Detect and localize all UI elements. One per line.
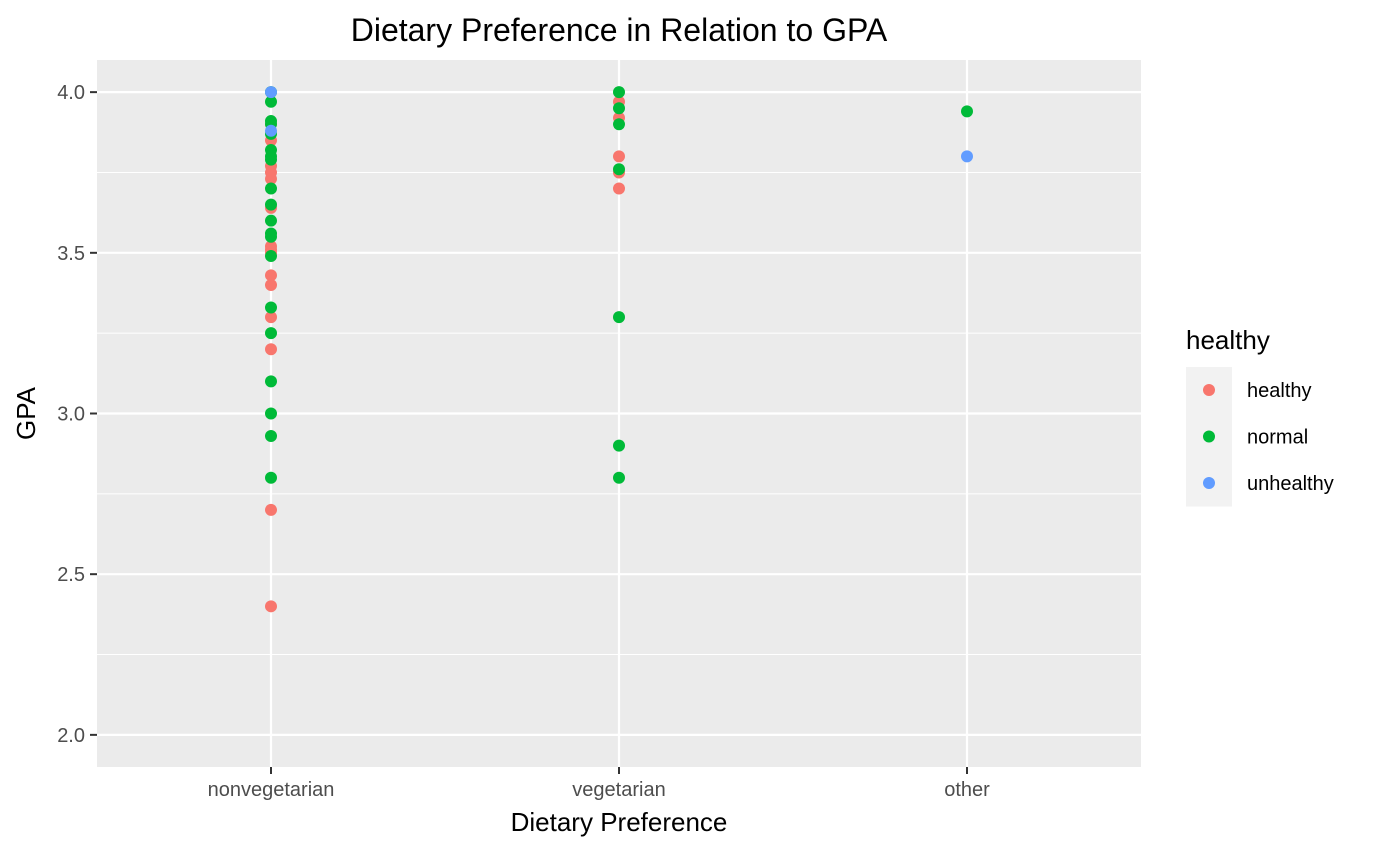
y-axis-title: GPA bbox=[11, 386, 41, 440]
x-axis-ticks: nonvegetarian vegetarian other bbox=[208, 767, 990, 801]
data-point-unhealthy bbox=[961, 150, 973, 163]
data-point-normal bbox=[613, 118, 625, 131]
data-point-normal bbox=[613, 311, 625, 324]
y-tick-label: 4.0 bbox=[57, 82, 85, 104]
data-point-healthy bbox=[265, 311, 277, 324]
data-point-normal bbox=[613, 163, 625, 176]
data-point-normal bbox=[265, 407, 277, 420]
chart-title: Dietary Preference in Relation to GPA bbox=[351, 12, 888, 48]
y-tick-label: 2.5 bbox=[57, 564, 85, 586]
data-point-normal bbox=[613, 471, 625, 484]
data-point-healthy bbox=[613, 182, 625, 195]
legend-label-healthy: healthy bbox=[1247, 380, 1312, 402]
data-point-normal bbox=[265, 198, 277, 211]
legend-swatch-unhealthy bbox=[1203, 477, 1215, 489]
y-tick-label: 3.5 bbox=[57, 243, 85, 265]
y-axis-ticks: 2.0 2.5 3.0 3.5 4.0 bbox=[57, 82, 97, 747]
data-point-normal bbox=[265, 375, 277, 388]
data-point-normal bbox=[613, 102, 625, 115]
y-tick-label: 3.0 bbox=[57, 404, 85, 426]
data-point-normal bbox=[265, 429, 277, 442]
data-point-healthy bbox=[613, 150, 625, 163]
data-point-normal bbox=[265, 230, 277, 243]
data-points bbox=[265, 86, 973, 613]
x-tick-label: nonvegetarian bbox=[208, 779, 335, 801]
data-point-normal bbox=[265, 214, 277, 227]
data-point-normal bbox=[265, 182, 277, 195]
data-point-normal bbox=[265, 327, 277, 340]
data-point-healthy bbox=[265, 278, 277, 291]
data-point-unhealthy bbox=[265, 86, 277, 99]
data-point-normal bbox=[961, 105, 973, 118]
data-point-healthy bbox=[265, 600, 277, 613]
data-point-healthy bbox=[265, 343, 277, 356]
y-tick-label: 2.0 bbox=[57, 725, 85, 747]
legend-label-normal: normal bbox=[1247, 427, 1308, 449]
data-point-normal bbox=[613, 86, 625, 99]
legend-label-unhealthy: unhealthy bbox=[1247, 473, 1334, 495]
legend-swatch-healthy bbox=[1203, 384, 1215, 396]
data-point-normal bbox=[613, 439, 625, 452]
data-point-normal bbox=[265, 153, 277, 166]
data-point-normal bbox=[265, 250, 277, 263]
x-axis-title: Dietary Preference bbox=[511, 807, 728, 837]
data-point-healthy bbox=[265, 172, 277, 185]
data-point-normal bbox=[265, 301, 277, 314]
data-point-normal bbox=[265, 471, 277, 484]
x-tick-label: other bbox=[944, 779, 990, 801]
data-point-normal bbox=[265, 95, 277, 108]
data-point-unhealthy bbox=[265, 124, 277, 137]
x-tick-label: vegetarian bbox=[572, 779, 665, 801]
data-point-healthy bbox=[265, 503, 277, 516]
legend: healthy healthy normal unhealthy bbox=[1186, 325, 1334, 507]
legend-title: healthy bbox=[1186, 325, 1270, 355]
legend-swatch-normal bbox=[1203, 430, 1215, 443]
data-point-healthy bbox=[265, 269, 277, 282]
